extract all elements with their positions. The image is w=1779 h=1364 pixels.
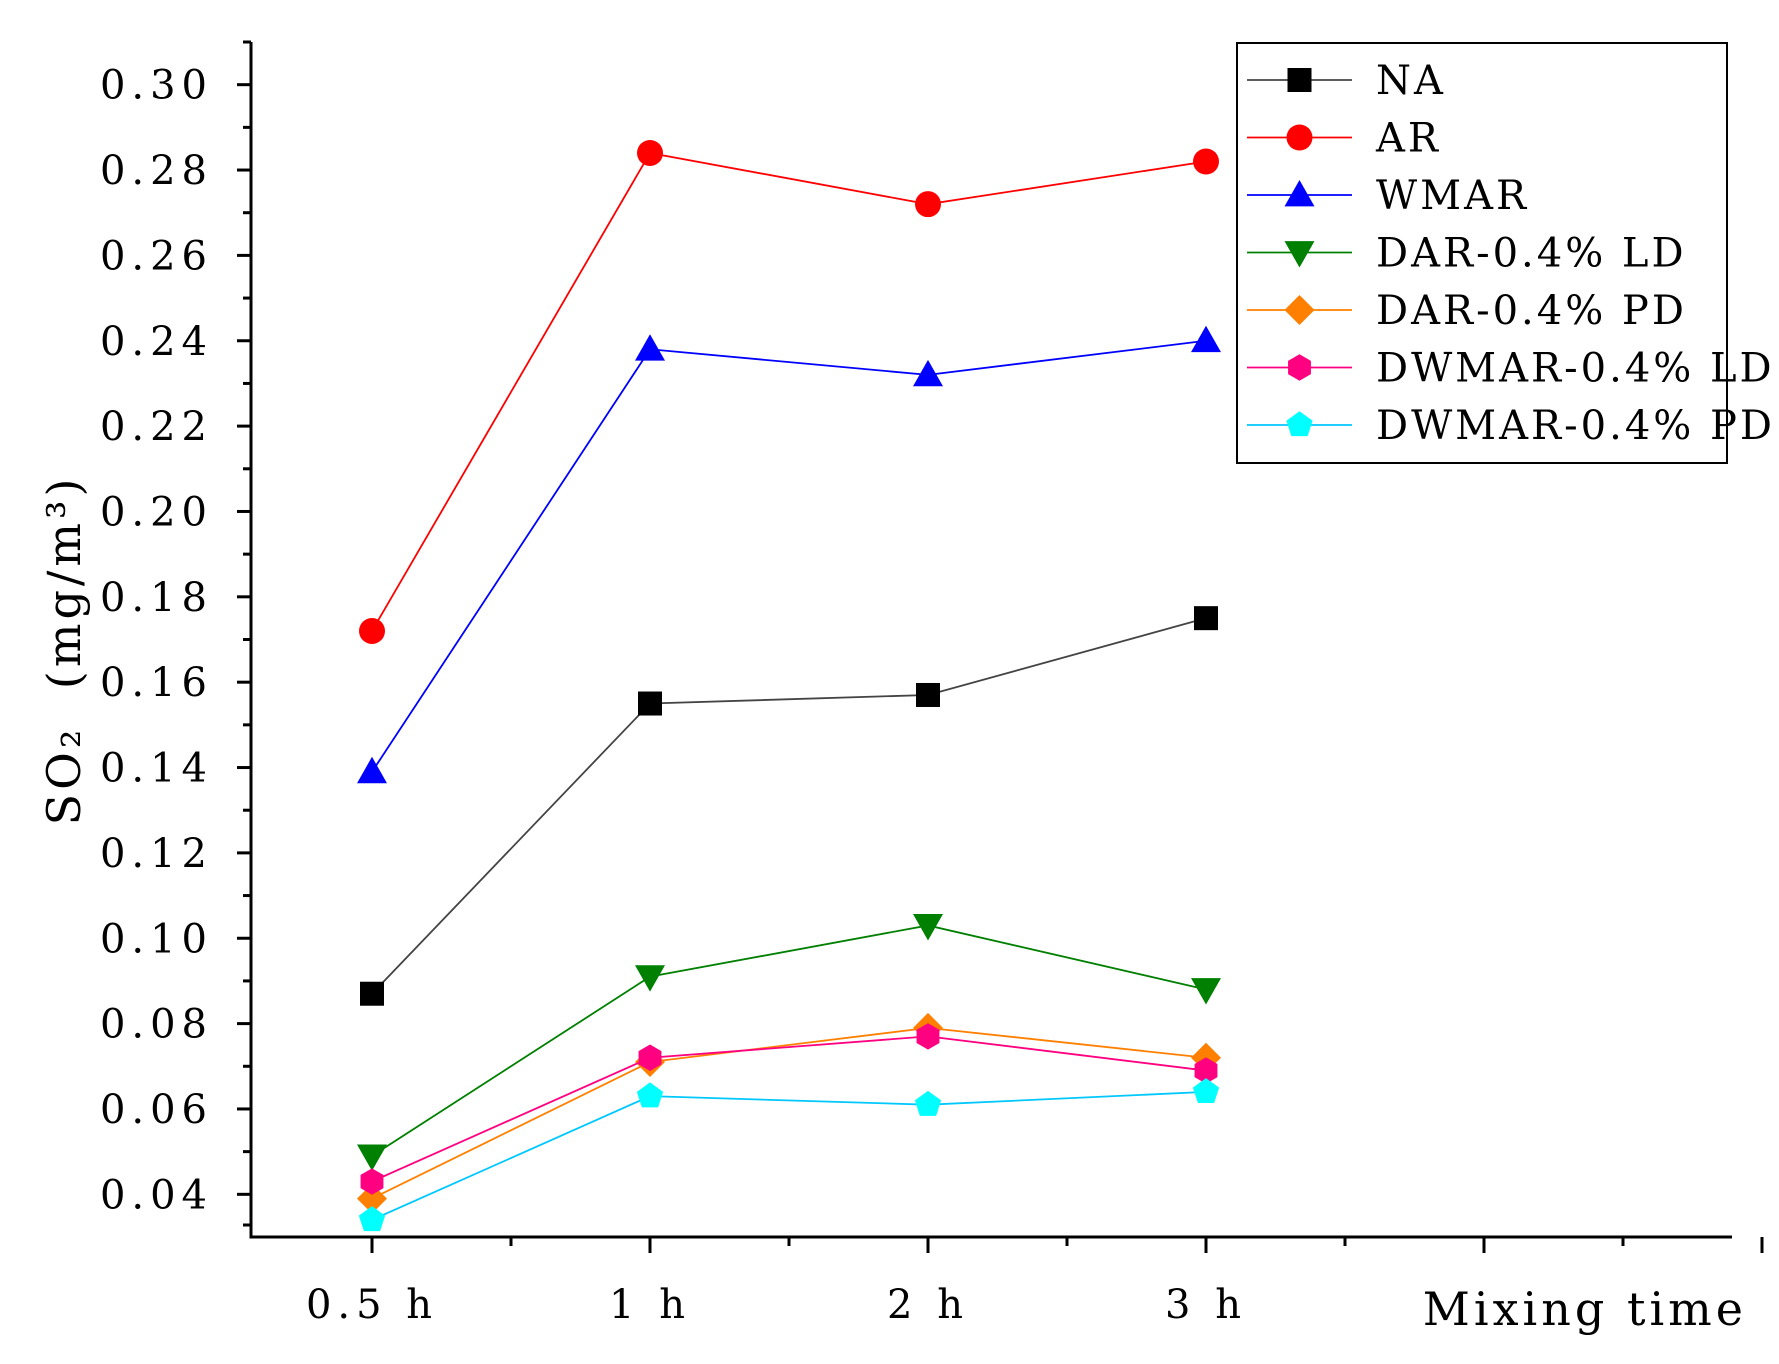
y-axis-title-unit: (mg/m³) bbox=[37, 475, 91, 690]
data-point-wmar bbox=[635, 334, 665, 361]
y-ticks: 0.04 0.06 0.08 0.10 0.12 0.14 0.16 0.18 0.20 0.22… bbox=[100, 40, 251, 1227]
data-point-dwmar-0-4-pd bbox=[914, 1090, 942, 1116]
legend-item-ar: AR bbox=[1247, 116, 1441, 162]
y-tick-label: 0.10 bbox=[100, 916, 213, 962]
legend-label: DWMAR-0.4% LD bbox=[1376, 346, 1775, 392]
legend-item-wmar: WMAR bbox=[1247, 173, 1529, 219]
data-point-na bbox=[360, 981, 384, 1006]
legend-marker bbox=[1284, 180, 1315, 207]
legend-label: NA bbox=[1376, 58, 1446, 104]
data-point-dwmar-0-4-ld bbox=[916, 1023, 940, 1050]
y-tick-label: 0.26 bbox=[100, 233, 213, 279]
y-tick-label: 0.06 bbox=[100, 1087, 213, 1133]
legend-label: DWMAR-0.4% PD bbox=[1376, 403, 1775, 449]
series-group bbox=[357, 139, 1221, 1232]
y-tick-label: 0.12 bbox=[100, 831, 213, 877]
x-tick-label: 3 h bbox=[1165, 1282, 1247, 1328]
y-tick-label: 0.04 bbox=[100, 1172, 213, 1218]
series-line-ar bbox=[371, 151, 1207, 632]
y-axis-title-main: SO₂ bbox=[37, 726, 91, 826]
legend: NA AR WMAR DAR-0.4% LD DAR-0.4% PD DWMAR-0.4%… bbox=[1236, 42, 1775, 464]
legend-label: AR bbox=[1375, 116, 1441, 162]
legend-marker bbox=[1288, 354, 1311, 381]
y-tick-label: 0.18 bbox=[100, 575, 213, 621]
data-point-wmar bbox=[357, 756, 387, 784]
legend-marker bbox=[1287, 68, 1312, 92]
y-tick-label: 0.08 bbox=[100, 1002, 213, 1048]
data-point-dar-0-4-ld bbox=[913, 914, 943, 941]
y-tick-label: 0.28 bbox=[100, 148, 213, 194]
y-tick-label: 0.16 bbox=[100, 660, 213, 706]
legend-marker bbox=[1284, 241, 1315, 268]
data-point-na bbox=[1194, 606, 1218, 631]
legend-item-dwmar-0-4-ld: DWMAR-0.4% LD bbox=[1247, 346, 1775, 392]
series-ar bbox=[359, 139, 1219, 644]
data-point-ar bbox=[915, 191, 941, 218]
data-point-dwmar-0-4-pd bbox=[358, 1206, 386, 1232]
x-ticks: 0.5 h 1 h 2 h 3 h bbox=[306, 1237, 1764, 1328]
y-tick-label: 0.20 bbox=[100, 489, 213, 535]
y-tick-label: 0.14 bbox=[100, 746, 213, 792]
legend-label: DAR-0.4% PD bbox=[1376, 288, 1687, 334]
legend-label: DAR-0.4% LD bbox=[1376, 231, 1687, 277]
series-line-dwmar-0-4-pd bbox=[371, 1090, 1207, 1221]
y-tick-label: 0.22 bbox=[100, 404, 213, 450]
y-tick-label: 0.24 bbox=[100, 319, 213, 365]
data-point-ar bbox=[637, 139, 663, 166]
data-point-dar-0-4-ld bbox=[635, 965, 665, 992]
series-na bbox=[360, 606, 1218, 1006]
data-point-wmar bbox=[913, 359, 943, 387]
legend-label: WMAR bbox=[1376, 173, 1529, 219]
data-point-dwmar-0-4-pd bbox=[1192, 1078, 1220, 1104]
legend-item-dwmar-0-4-pd: DWMAR-0.4% PD bbox=[1247, 403, 1775, 449]
data-point-ar bbox=[359, 617, 385, 644]
series-dar-0-4-ld bbox=[357, 914, 1221, 1171]
data-point-dwmar-0-4-ld bbox=[1194, 1057, 1218, 1084]
x-tick-label: 0.5 h bbox=[306, 1282, 438, 1328]
data-point-dar-0-4-ld bbox=[357, 1144, 387, 1171]
series-line-na bbox=[371, 617, 1207, 995]
x-tick-label: 2 h bbox=[887, 1282, 969, 1328]
y-axis-title: SO₂ (mg/m³) bbox=[37, 475, 91, 826]
legend-item-na: NA bbox=[1247, 58, 1446, 104]
series-dwmar-0-4-pd bbox=[358, 1078, 1220, 1232]
series-line-dwmar-0-4-ld bbox=[371, 1035, 1207, 1183]
x-tick-label: 1 h bbox=[609, 1282, 691, 1328]
series-line-wmar bbox=[371, 339, 1207, 773]
data-point-na bbox=[638, 691, 662, 716]
series-wmar bbox=[357, 325, 1221, 784]
data-point-dwmar-0-4-ld bbox=[360, 1168, 384, 1195]
data-point-dwmar-0-4-pd bbox=[636, 1082, 664, 1108]
legend-item-dar-0-4-ld: DAR-0.4% LD bbox=[1247, 231, 1687, 277]
data-point-dwmar-0-4-ld bbox=[638, 1044, 662, 1071]
series-dwmar-0-4-ld bbox=[360, 1023, 1218, 1195]
data-point-dar-0-4-ld bbox=[1191, 978, 1221, 1005]
series-line-dar-0-4-ld bbox=[371, 924, 1207, 1157]
legend-item-dar-0-4-pd: DAR-0.4% PD bbox=[1247, 288, 1687, 334]
legend-marker bbox=[1286, 124, 1313, 151]
x-axis-title: Mixing time bbox=[1423, 1282, 1747, 1336]
y-tick-label: 0.30 bbox=[100, 63, 213, 109]
series-line-dar-0-4-pd bbox=[371, 1026, 1207, 1200]
data-point-wmar bbox=[1191, 325, 1221, 353]
legend-marker bbox=[1284, 295, 1315, 325]
legend-marker bbox=[1286, 411, 1313, 437]
data-point-na bbox=[916, 682, 940, 707]
data-point-dar-0-4-pd bbox=[357, 1183, 387, 1214]
data-point-ar bbox=[1193, 148, 1219, 175]
